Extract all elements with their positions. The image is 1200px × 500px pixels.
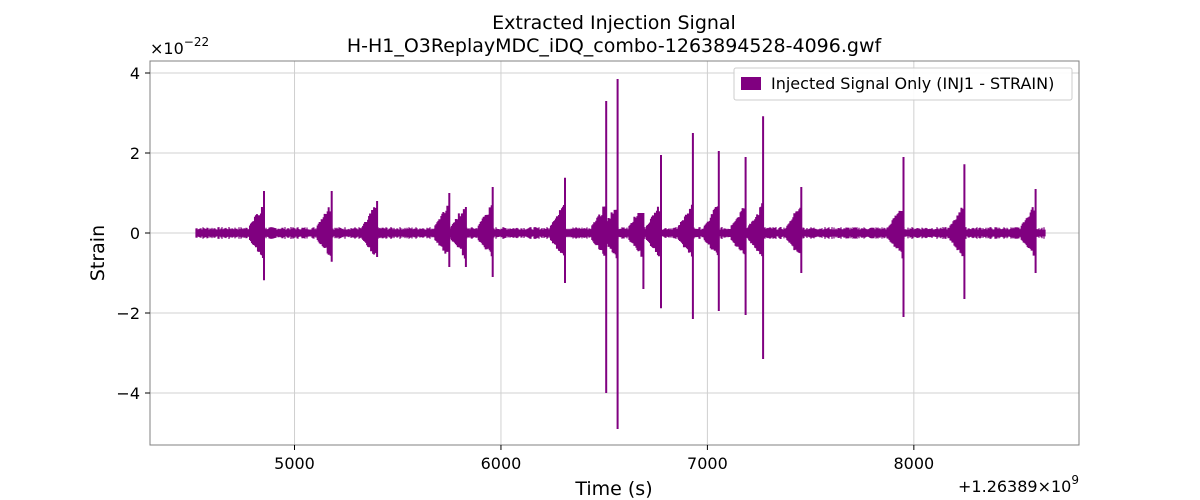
signal-glitch [1020, 189, 1037, 273]
x-tick-label: 7000 [687, 454, 728, 473]
y-tick-label: −4 [116, 384, 140, 403]
y-tick-label: 4 [130, 64, 140, 83]
signal-glitch [748, 116, 765, 359]
signal-glitch [786, 187, 803, 273]
signal-glitch [949, 164, 966, 299]
x-offset-exponent: 9 [1071, 473, 1079, 487]
y-scale-text: ×10 [150, 39, 184, 58]
plot-frame [149, 60, 1080, 446]
y-tick-label: 0 [130, 224, 140, 243]
y-tick-label: −2 [116, 304, 140, 323]
x-offset-text: +1.26389×10 [958, 477, 1071, 496]
signal-glitch [434, 193, 451, 267]
signal-glitch [450, 207, 467, 267]
y-scale-exponent: −22 [184, 35, 209, 49]
x-tick-label: 8000 [893, 454, 934, 473]
legend-swatch [741, 77, 761, 90]
signal-glitch [248, 191, 265, 281]
svg-text:×10−22: ×10−22 [150, 35, 209, 58]
legend-box [733, 67, 1073, 101]
y-tick-label: 2 [130, 144, 140, 163]
signal-glitch [316, 191, 333, 262]
svg-text:+1.26389×109: +1.26389×109 [958, 473, 1079, 496]
signal-glitch [645, 155, 662, 309]
signal-glitch [628, 213, 645, 289]
x-tick-label: 6000 [481, 454, 522, 473]
legend-label: Injected Signal Only (INJ1 - STRAIN) [771, 74, 1054, 93]
signal-glitch [362, 201, 379, 257]
x-tick-label: 5000 [274, 454, 315, 473]
chart-subtitle: H-H1_O3ReplayMDC_iDQ_combo-1263894528-40… [347, 35, 883, 57]
y-scale-label: ×10−22 [150, 35, 209, 58]
signal-glitch [477, 187, 494, 277]
chart-title: Extracted Injection Signal [492, 12, 736, 34]
signal-glitch [703, 151, 720, 311]
y-axis-label: Strain [87, 225, 109, 281]
signal-glitch [602, 79, 619, 429]
x-offset-label: +1.26389×109 [958, 473, 1079, 496]
signal-glitch [888, 157, 905, 317]
signal-glitch [677, 133, 694, 319]
signal-glitch [730, 157, 747, 315]
x-axis-label: Time (s) [574, 478, 652, 500]
legend: Injected Signal Only (INJ1 - STRAIN) [733, 67, 1073, 101]
axis-ticks: 5000 6000 7000 8000 −4 −2 0 2 4 [116, 64, 934, 473]
signal-glitch [549, 177, 566, 283]
signal-trace [195, 79, 1046, 429]
